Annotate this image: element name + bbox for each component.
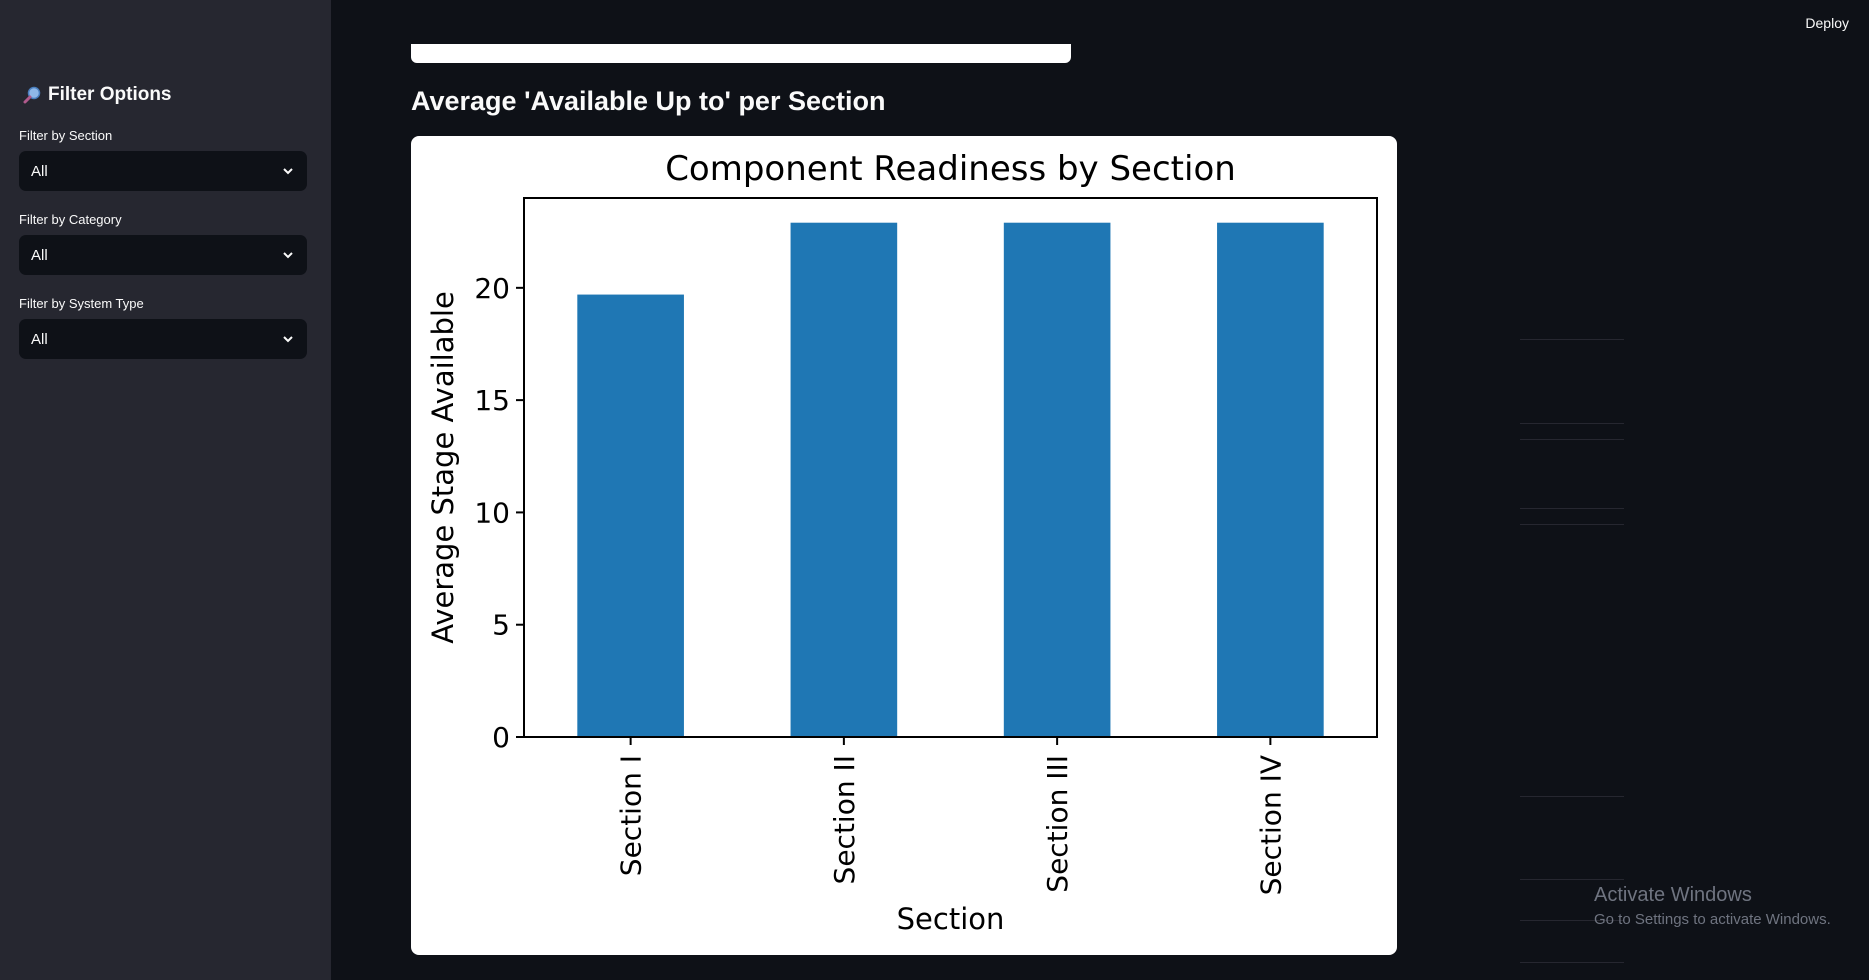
divider bbox=[1520, 508, 1624, 509]
y-tick-label: 10 bbox=[474, 496, 510, 529]
activate-windows-watermark: Activate Windows Go to Settings to activ… bbox=[1594, 884, 1831, 928]
y-tick-label: 0 bbox=[492, 721, 510, 754]
divider bbox=[1520, 920, 1624, 921]
chevron-down-icon bbox=[281, 164, 295, 178]
y-tick-label: 15 bbox=[474, 384, 510, 417]
chart-card: Component Readiness by Section Section I S… bbox=[411, 136, 1397, 955]
bar bbox=[790, 222, 898, 737]
filter-section-label: Filter by Section bbox=[19, 128, 113, 143]
y-axis-label: Average Stage Available bbox=[426, 291, 460, 644]
x-tick-label: Section II bbox=[828, 755, 861, 884]
x-axis-label: Section bbox=[897, 902, 1005, 936]
x-tick-label: Section III bbox=[1041, 755, 1074, 893]
previous-element-bottom bbox=[411, 44, 1071, 63]
filter-category: Filter by Category All bbox=[19, 212, 307, 275]
chevron-down-icon bbox=[281, 248, 295, 262]
x-tick-label: Section I bbox=[615, 755, 648, 876]
chart-title: Component Readiness by Section bbox=[665, 149, 1236, 189]
x-tick-label: Section IV bbox=[1254, 755, 1287, 895]
filter-system-type-value: All bbox=[31, 330, 48, 348]
deploy-button[interactable]: Deploy bbox=[1805, 15, 1849, 31]
sidebar-title: Filter Options bbox=[22, 84, 172, 106]
chevron-down-icon bbox=[281, 332, 295, 346]
divider bbox=[1520, 439, 1624, 440]
bar-chart: Component Readiness by Section Section I S… bbox=[426, 149, 1378, 936]
divider bbox=[1520, 339, 1624, 340]
filter-system-type-label: Filter by System Type bbox=[19, 296, 144, 311]
divider bbox=[1520, 524, 1624, 525]
bar bbox=[577, 294, 684, 737]
plot-frame bbox=[523, 197, 1378, 738]
filter-category-label: Filter by Category bbox=[19, 212, 122, 227]
divider bbox=[1520, 423, 1624, 424]
bar bbox=[1217, 222, 1324, 737]
watermark-line-1: Activate Windows bbox=[1594, 884, 1752, 906]
divider bbox=[1520, 879, 1624, 880]
filter-section-select[interactable]: All bbox=[19, 151, 307, 191]
magnifier-icon bbox=[22, 85, 42, 105]
sidebar-title-text: Filter Options bbox=[48, 84, 172, 105]
sidebar: Filter Options Filter by Section All Fil… bbox=[0, 0, 331, 980]
filter-system-type-select[interactable]: All bbox=[19, 319, 307, 359]
watermark-line-2: Go to Settings to activate Windows. bbox=[1594, 911, 1831, 928]
divider bbox=[1520, 796, 1624, 797]
filter-section-value: All bbox=[31, 162, 48, 180]
y-tick-label: 20 bbox=[474, 272, 510, 305]
bar bbox=[1003, 222, 1111, 737]
section-heading: Average 'Available Up to' per Section bbox=[411, 86, 886, 116]
filter-system-type: Filter by System Type All bbox=[19, 296, 307, 359]
y-tick-label: 5 bbox=[492, 609, 510, 642]
filter-category-select[interactable]: All bbox=[19, 235, 307, 275]
filter-category-value: All bbox=[31, 246, 48, 264]
divider bbox=[1520, 962, 1624, 963]
filter-section: Filter by Section All bbox=[19, 128, 307, 191]
